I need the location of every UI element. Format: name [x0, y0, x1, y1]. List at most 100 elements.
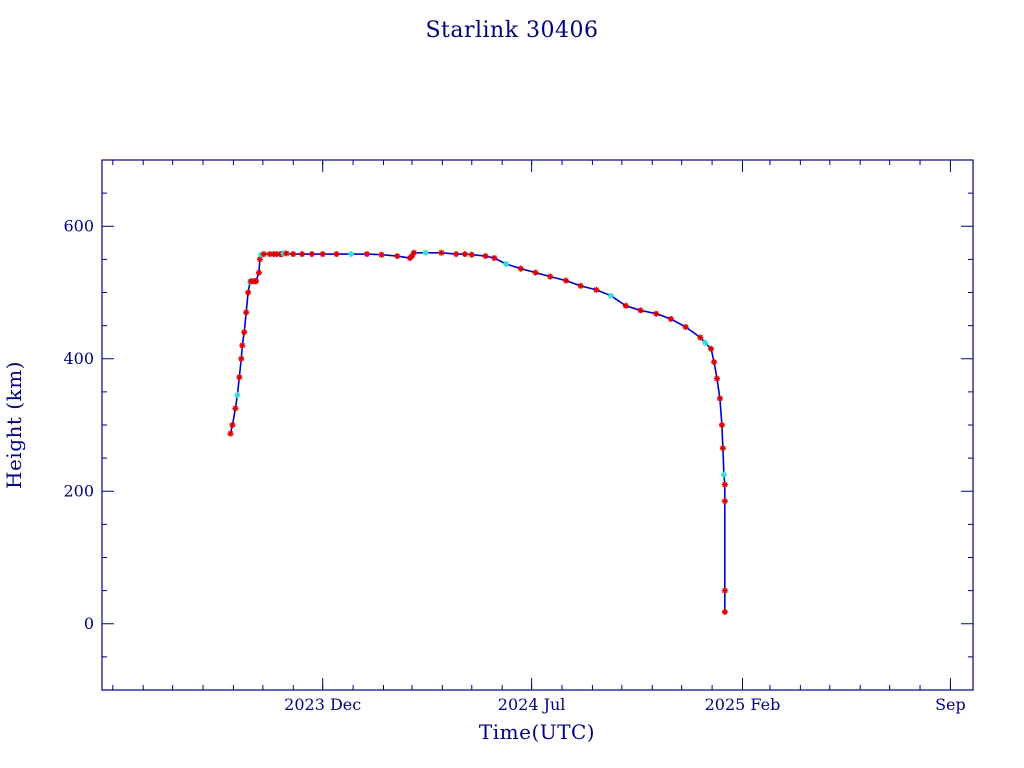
data-point-mark: [469, 252, 475, 258]
data-point: [232, 405, 239, 412]
data-point: [238, 355, 245, 362]
data-point-mark: [236, 374, 242, 380]
x-tick-label: 2025 Feb: [705, 695, 781, 714]
data-point-mark: [717, 395, 723, 402]
data-point: [256, 256, 263, 263]
data-point-mark: [232, 405, 239, 412]
data-point-mark: [532, 270, 539, 276]
data-point-mark: [682, 324, 689, 330]
data-point: [593, 286, 600, 293]
data-point-mark: [261, 251, 267, 257]
data-point-mark: [241, 329, 247, 335]
data-point-mark: [378, 252, 385, 258]
x-tick-label: Sep: [935, 695, 966, 714]
data-point-mark: [593, 287, 599, 293]
data-point-mark: [721, 472, 727, 478]
data-point: [363, 251, 370, 258]
data-point: [236, 374, 243, 381]
data-point-mark: [714, 376, 720, 382]
data-point-mark: [234, 392, 240, 398]
data-point-mark: [491, 255, 497, 261]
data-point: [229, 422, 236, 428]
data-point: [721, 481, 728, 488]
data-point-mark: [364, 251, 370, 257]
data-point: [532, 269, 539, 276]
data-point-mark: [256, 270, 262, 276]
y-tick-label: 400: [63, 349, 94, 368]
data-point: [721, 608, 728, 615]
x-tick-label: 2024 Jul: [498, 695, 566, 714]
data-point: [577, 282, 584, 289]
data-point-mark: [273, 251, 280, 257]
data-point-mark: [547, 273, 553, 280]
data-point: [622, 302, 629, 309]
data-point: [708, 345, 715, 352]
data-point: [283, 250, 290, 257]
data-point-mark: [239, 342, 245, 349]
series-line: [229, 252, 726, 612]
data-point: [410, 249, 417, 256]
data-point: [252, 278, 259, 285]
data-point-mark: [394, 253, 400, 259]
data-point-mark: [453, 251, 459, 257]
data-point: [702, 339, 709, 346]
data-point: [255, 269, 262, 276]
data-point: [721, 498, 728, 505]
data-point: [719, 445, 726, 452]
data-point: [517, 265, 524, 272]
data-point-mark: [299, 251, 305, 257]
data-point-mark: [722, 609, 728, 615]
data-point: [562, 277, 569, 284]
data-point: [653, 310, 660, 317]
data-point: [697, 334, 704, 341]
data-point-mark: [653, 311, 659, 317]
data-point-mark: [708, 346, 714, 352]
data-point-mark: [503, 261, 509, 267]
y-axis-label: Height (km): [2, 361, 26, 489]
data-point-mark: [227, 430, 234, 437]
data-point: [716, 395, 723, 402]
data-point-mark: [482, 253, 489, 259]
data-point: [491, 255, 498, 262]
data-point: [241, 329, 248, 336]
data-point-mark: [243, 309, 249, 315]
data-point-mark: [245, 289, 251, 296]
data-point-mark: [320, 251, 326, 257]
y-tick-label: 0: [84, 614, 94, 633]
data-point-mark: [229, 422, 236, 428]
data-point: [245, 289, 252, 296]
data-point: [608, 292, 615, 299]
data-point-mark: [722, 498, 728, 504]
data-point: [227, 430, 234, 437]
data-point-mark: [253, 278, 259, 284]
data-point: [438, 249, 445, 256]
data-point: [378, 251, 385, 258]
data-point-mark: [722, 588, 728, 594]
data-point: [721, 587, 728, 594]
data-point-mark: [719, 422, 725, 428]
y-tick-label: 200: [63, 481, 94, 500]
data-point: [468, 251, 475, 258]
data-point: [260, 251, 267, 258]
data-point-mark: [578, 283, 584, 289]
data-point: [239, 342, 246, 349]
data-point: [482, 253, 489, 260]
data-point: [713, 375, 720, 382]
axis-tick-labels: 2023 Dec 2024 Jul 2025 Feb Sep 0 200 400 600: [63, 216, 965, 714]
data-point: [319, 251, 326, 258]
data-point: [547, 273, 554, 280]
data-point-mark: [438, 250, 445, 256]
data-point: [333, 251, 340, 258]
x-tick-label: 2023 Dec: [284, 695, 361, 714]
data-point-mark: [267, 251, 273, 257]
data-point: [718, 422, 725, 428]
data-point: [682, 323, 689, 330]
data-point-mark: [722, 482, 728, 488]
data-point: [461, 251, 468, 258]
x-axis-label: Time(UTC): [479, 720, 595, 744]
data-point-mark: [283, 250, 290, 257]
data-point-mark: [608, 293, 614, 299]
data-point: [299, 251, 306, 258]
data-point-mark: [563, 277, 569, 284]
data-point: [667, 316, 674, 322]
